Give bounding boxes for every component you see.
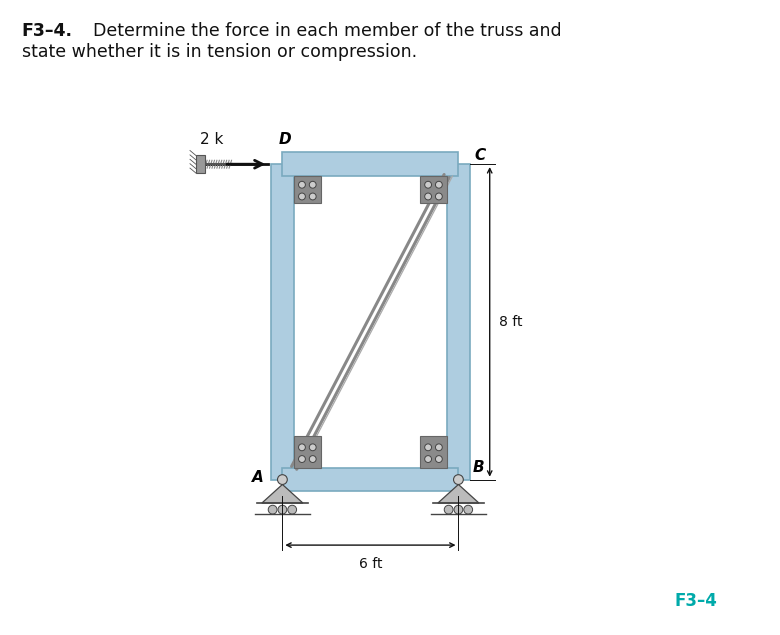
Circle shape <box>454 505 463 514</box>
Circle shape <box>464 505 473 514</box>
Polygon shape <box>294 436 321 468</box>
Circle shape <box>278 475 287 485</box>
Text: Determine the force in each member of the truss and: Determine the force in each member of th… <box>82 22 562 40</box>
Bar <box>282 152 459 176</box>
Text: 2 k: 2 k <box>200 132 223 147</box>
Text: C: C <box>474 148 485 163</box>
Text: A: A <box>252 470 264 485</box>
Text: F3–4: F3–4 <box>675 592 718 610</box>
Circle shape <box>299 456 306 462</box>
Polygon shape <box>438 485 479 503</box>
Circle shape <box>435 444 442 451</box>
Polygon shape <box>262 485 303 503</box>
Circle shape <box>424 182 431 188</box>
Circle shape <box>310 456 316 462</box>
Bar <box>196 156 204 173</box>
Circle shape <box>310 193 316 200</box>
Polygon shape <box>420 436 447 468</box>
Text: 6 ft: 6 ft <box>359 558 382 572</box>
Bar <box>282 468 459 491</box>
Bar <box>271 164 294 479</box>
Circle shape <box>453 475 463 485</box>
Circle shape <box>288 505 296 514</box>
Circle shape <box>299 193 306 200</box>
Circle shape <box>310 182 316 188</box>
Text: D: D <box>278 131 291 147</box>
Circle shape <box>424 444 431 451</box>
Circle shape <box>435 456 442 462</box>
Circle shape <box>445 505 453 514</box>
Circle shape <box>424 456 431 462</box>
Circle shape <box>268 505 277 514</box>
Text: F3–4.: F3–4. <box>22 22 73 40</box>
Circle shape <box>299 182 306 188</box>
Bar <box>447 164 470 479</box>
Circle shape <box>424 193 431 200</box>
Text: 8 ft: 8 ft <box>499 315 523 329</box>
Text: state whether it is in tension or compression.: state whether it is in tension or compre… <box>22 43 417 61</box>
Text: B: B <box>473 460 484 475</box>
Circle shape <box>435 193 442 200</box>
Polygon shape <box>294 176 321 203</box>
Polygon shape <box>420 176 447 203</box>
Circle shape <box>310 444 316 451</box>
Circle shape <box>278 505 287 514</box>
Circle shape <box>299 444 306 451</box>
Circle shape <box>435 182 442 188</box>
